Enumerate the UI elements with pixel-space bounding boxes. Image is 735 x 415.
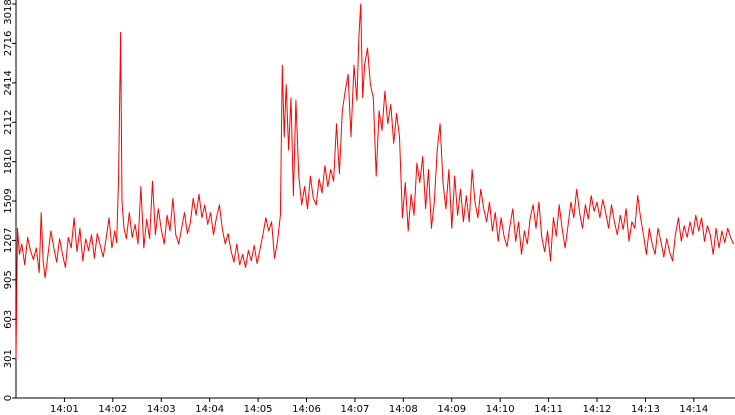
x-tick-label: 14:14 xyxy=(679,404,708,415)
series-layer xyxy=(15,3,734,359)
y-tick-label: 1207 xyxy=(3,228,14,253)
y-tick-label: 603 xyxy=(3,310,14,329)
x-tick-label: 14:07 xyxy=(341,404,370,415)
y-axis-ticks: 0 301 603 905 1207 1509 1810 2112 2414 2716 3018 xyxy=(3,0,16,401)
x-tick-label: 14:05 xyxy=(244,404,273,415)
y-tick-label: 3018 xyxy=(3,0,14,25)
x-tick-label: 14:10 xyxy=(486,404,515,415)
x-tick-label: 14:12 xyxy=(583,404,612,415)
x-tick-label: 14:04 xyxy=(195,404,224,415)
y-tick-label: 301 xyxy=(3,349,14,368)
y-tick-label: 1509 xyxy=(3,188,14,213)
x-tick-label: 14:03 xyxy=(147,404,176,415)
x-tick-label: 14:11 xyxy=(534,404,563,415)
x-axis-ticks: 14:01 14:02 14:03 14:04 14:05 14:06 14:07 14:08… xyxy=(50,398,708,415)
series-line xyxy=(15,3,734,359)
y-tick-label: 0 xyxy=(3,395,14,401)
x-tick-label: 14:01 xyxy=(50,404,79,415)
x-tick-label: 14:02 xyxy=(98,404,127,415)
x-tick-label: 14:08 xyxy=(389,404,418,415)
y-tick-label: 905 xyxy=(3,270,14,289)
y-tick-label: 2414 xyxy=(3,70,14,95)
y-tick-label: 2716 xyxy=(3,31,14,56)
x-tick-label: 14:09 xyxy=(437,404,466,415)
x-tick-label: 14:13 xyxy=(631,404,660,415)
x-tick-label: 14:06 xyxy=(292,404,321,415)
y-tick-label: 2112 xyxy=(3,110,14,135)
y-tick-label: 1810 xyxy=(3,149,14,174)
